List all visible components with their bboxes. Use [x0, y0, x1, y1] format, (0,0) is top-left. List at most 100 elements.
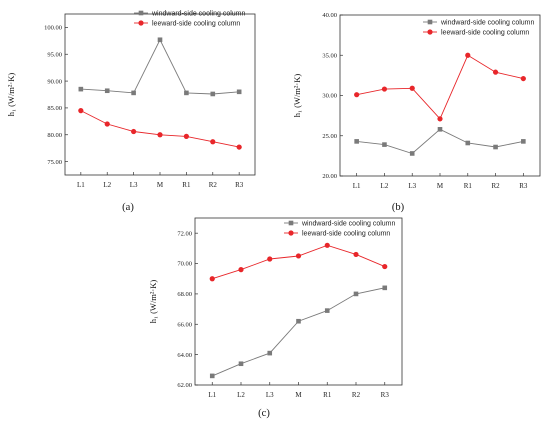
- chart-c-ytick-label: 62.00: [177, 382, 192, 389]
- chart-c-series-windward-line: [212, 287, 385, 377]
- chart-a-legend-leeward-marker: [138, 20, 144, 26]
- chart-c-ytick-label: 64.00: [177, 352, 192, 359]
- chart-a-point-windward: [184, 90, 189, 96]
- chart-b-caption: (b): [392, 202, 405, 213]
- chart-b-legend-windward-marker: [427, 19, 433, 25]
- chart-b-point-leeward: [354, 92, 360, 98]
- chart-a-xtick-label: R2: [209, 181, 218, 189]
- chart-c-point-leeward: [209, 276, 215, 282]
- chart-c-caption: (c): [258, 408, 270, 419]
- chart-c-ylabel: h₁ (W/m²·K): [148, 280, 158, 324]
- chart-c-xtick-label: M: [295, 391, 302, 399]
- chart-b-point-leeward: [409, 85, 415, 91]
- chart-a-point-windward: [104, 88, 110, 94]
- chart-a-xtick-label: R1: [182, 181, 191, 189]
- chart-a-xtick-label: L2: [103, 181, 111, 189]
- chart-c-xtick-label: R1: [323, 391, 332, 399]
- chart-b-point-windward: [409, 151, 415, 156]
- chart-c-point-windward: [353, 291, 359, 297]
- chart-a-point-leeward: [78, 108, 84, 114]
- chart-c-ytick-label: 72.00: [177, 230, 192, 237]
- chart-a-point-windward: [157, 37, 163, 43]
- chart-b-plot-frame: [339, 14, 541, 177]
- chart-a-point-windward: [236, 89, 242, 95]
- chart-a-legend-leeward-label: leeward-side cooling column: [152, 20, 240, 27]
- chart-a-ytick-label: 100.00: [44, 25, 62, 32]
- chart-c-xtick-label: L3: [266, 391, 274, 399]
- chart-a-ytick-label: 80.00: [47, 132, 62, 139]
- chart-b-legend-leeward-marker: [427, 29, 433, 35]
- chart-c-point-leeward: [382, 263, 388, 270]
- chart-b-xtick-label: L3: [408, 182, 416, 190]
- chart-a-point-windward: [210, 91, 216, 97]
- chart-b-point-leeward: [465, 52, 471, 58]
- chart-b-ytick-label: 35.00: [322, 52, 337, 59]
- chart-b-point-windward: [493, 144, 498, 150]
- chart-b-point-leeward: [381, 86, 388, 92]
- chart-a-series-leeward-line: [80, 110, 240, 148]
- chart-c-xtick-label: R2: [352, 391, 361, 399]
- chart-a-point-windward: [78, 86, 84, 92]
- chart-c-point-leeward: [295, 253, 302, 259]
- chart-b-series-leeward-line: [356, 54, 524, 120]
- chart-a-ylabel: h₁ (W/m²·K): [6, 73, 16, 117]
- chart-b-point-windward: [354, 139, 359, 144]
- chart-a-point-leeward: [104, 121, 110, 127]
- chart-b-xtick-label: L1: [353, 182, 361, 190]
- chart-c-point-leeward: [324, 242, 330, 248]
- chart-c-xtick-label: L1: [208, 391, 216, 399]
- chart-c-point-windward: [209, 373, 215, 379]
- chart-a-point-windward: [131, 90, 136, 96]
- chart-a-legend-windward-marker: [138, 10, 144, 16]
- chart-b-point-leeward: [437, 116, 443, 122]
- chart-b: 20.00 25.00 30.00 35.00 40.00 L1 L2 L3 M R1 R2 R3 h…: [292, 12, 541, 213]
- chart-c-point-leeward: [238, 267, 244, 273]
- chart-c-xtick-label: R3: [381, 391, 390, 399]
- chart-a-ytick-label: 75.00: [47, 159, 62, 166]
- chart-b-point-windward: [382, 142, 387, 147]
- chart-a-point-leeward: [210, 139, 216, 145]
- chart-a-xtick-label: M: [157, 181, 164, 189]
- chart-b-legend-leeward-label: leeward-side cooling column: [441, 29, 529, 36]
- chart-b-point-windward: [521, 139, 526, 144]
- chart-b-ytick-label: 30.00: [322, 93, 337, 100]
- chart-b-ytick-label: 25.00: [322, 133, 337, 140]
- chart-c-series-leeward-line: [212, 244, 385, 280]
- chart-c-ytick-label: 70.00: [177, 261, 192, 268]
- chart-b-point-leeward: [520, 75, 526, 82]
- chart-c-legend-leeward-label: leeward-side cooling column: [302, 230, 390, 237]
- chart-b-point-leeward: [492, 69, 499, 75]
- chart-c-point-windward: [296, 318, 301, 324]
- chart-a-point-leeward: [236, 144, 242, 150]
- chart-b-ylabel: h₁ (W/m²·K): [292, 74, 302, 118]
- chart-c-legend-windward-label: windward-side cooling column: [301, 220, 395, 227]
- chart-a: 75.00 80.00 85.00 90.00 95.00 100.00 L1 L2 L3 M R1…: [6, 10, 256, 213]
- chart-b-xtick-label: L2: [381, 182, 389, 190]
- chart-c: 62.00 64.00 66.00 68.00 70.00 72.00 L1 L2 L3 M R1 R…: [148, 217, 403, 419]
- chart-c-point-windward: [382, 285, 388, 291]
- chart-b-xtick-label: M: [437, 182, 444, 190]
- chart-a-point-leeward: [131, 128, 137, 135]
- chart-a-xtick-label: R3: [235, 181, 244, 189]
- chart-a-point-leeward: [183, 133, 189, 139]
- chart-c-plot-frame: [194, 217, 403, 386]
- chart-b-series-windward-line: [356, 128, 524, 155]
- chart-c-legend-windward-marker: [288, 220, 294, 226]
- chart-b-xtick-label: R1: [464, 182, 473, 190]
- chart-c-ytick-label: 68.00: [177, 291, 192, 298]
- chart-b-point-windward: [437, 127, 443, 132]
- chart-b-xtick-label: R2: [491, 182, 500, 190]
- chart-a-ytick-label: 90.00: [47, 78, 62, 85]
- chart-a-caption: (a): [122, 202, 134, 213]
- chart-a-xtick-label: L1: [77, 181, 85, 189]
- chart-a-ytick-label: 85.00: [47, 105, 62, 112]
- chart-a-series-windward-line: [80, 38, 240, 95]
- chart-c-point-windward: [238, 361, 244, 367]
- chart-c-ytick-label: 66.00: [177, 321, 192, 328]
- chart-a-ytick-label: 95.00: [47, 51, 62, 58]
- chart-a-legend-windward-label: windward-side cooling column: [151, 10, 245, 17]
- chart-b-legend-windward-label: windward-side cooling column: [440, 19, 534, 26]
- chart-b-point-windward: [465, 140, 471, 146]
- chart-a-point-leeward: [157, 132, 163, 138]
- chart-c-legend-leeward-marker: [288, 230, 294, 236]
